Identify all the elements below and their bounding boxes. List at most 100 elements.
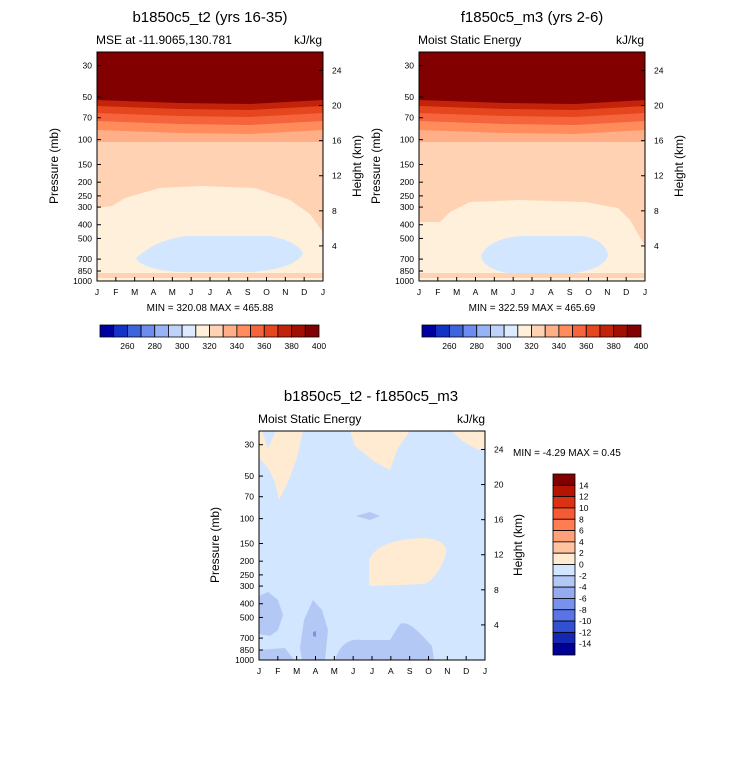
y-right-tick-label: 4 (494, 620, 499, 630)
contour-band-0-to-2-top (350, 431, 410, 470)
colorbar-label: 280 (148, 341, 162, 351)
x-tick-label: M (169, 287, 176, 297)
x-tick-label: M (293, 666, 300, 676)
x-tick-label: A (226, 287, 232, 297)
y-tick-label: 250 (400, 191, 414, 201)
x-tick-label: J (511, 287, 515, 297)
colorbar-label: -2 (579, 571, 587, 581)
contour-band-surface (97, 273, 323, 278)
colorbar-label: 380 (607, 341, 621, 351)
colorbar-label: 14 (579, 480, 589, 490)
y-tick-label: 500 (78, 233, 92, 243)
colorbar-label: 280 (470, 341, 484, 351)
chart-left-subtitle: Moist Static Energy (418, 33, 521, 47)
colorbar-swatch (552, 541, 576, 554)
colorbar-label: 260 (442, 341, 456, 351)
colorbar-swatch (99, 324, 115, 338)
panel-difference: b1850c5_t2 - f1850c5_m3 Moist Static Ene… (208, 388, 621, 676)
colorbar-swatch (126, 324, 142, 338)
y-tick-label: 400 (400, 220, 414, 230)
y-tick-label: 50 (83, 92, 93, 102)
chart-left-subtitle: Moist Static Energy (258, 412, 361, 426)
y-right-tick-label: 8 (654, 206, 659, 216)
y-axis-label: Pressure (mb) (369, 128, 383, 204)
y-right-tick-labels: 24 20 16 12 8 4 (319, 65, 342, 251)
colorbar-swatch (552, 507, 576, 520)
y-tick-label: 850 (78, 266, 92, 276)
colorbar-label: 380 (285, 341, 299, 351)
colorbar-swatch (552, 552, 576, 565)
colorbar-swatch (552, 484, 576, 498)
colorbar-swatch (181, 324, 197, 338)
colorbar-swatch (503, 324, 519, 338)
x-tick-label: J (321, 287, 325, 297)
colorbar-label: 360 (257, 341, 271, 351)
y-tick-label: 400 (78, 220, 92, 230)
y-right-tick-label: 16 (332, 136, 342, 146)
colorbar-label: 320 (202, 341, 216, 351)
colorbar-swatch (552, 575, 576, 588)
y-tick-label: 700 (400, 254, 414, 264)
colorbar (99, 324, 320, 338)
y-right-tick-label: 8 (494, 585, 499, 595)
y-tick-label: 70 (83, 113, 93, 123)
chart-title: b1850c5_t2 - f1850c5_m3 (284, 388, 458, 405)
x-tick-label: N (604, 287, 610, 297)
chart-right-subtitle: kJ/kg (616, 33, 644, 47)
x-tick-label: J (530, 287, 534, 297)
colorbar-swatch (421, 324, 437, 338)
colorbar-label: -4 (579, 582, 587, 592)
y-right-tick-label: 16 (654, 136, 664, 146)
y-tick-label: 100 (240, 514, 254, 524)
x-tick-label: J (417, 287, 421, 297)
colorbar-label: 12 (579, 492, 589, 502)
colorbar-label: 10 (579, 503, 589, 513)
chart-right-subtitle: kJ/kg (294, 33, 322, 47)
colorbar-swatch (140, 324, 156, 338)
x-tick-label: J (643, 287, 647, 297)
y-right-tick-label: 20 (654, 101, 664, 111)
y-right-tick-labels: 24 20 16 12 8 4 (481, 444, 504, 630)
contour-band-0-to-2-right (452, 431, 485, 450)
colorbar-swatch (599, 324, 615, 338)
x-tick-label: J (208, 287, 212, 297)
colorbar-swatch (552, 530, 576, 543)
contour-band-low-blob (136, 236, 303, 272)
y-tick-label: 150 (240, 539, 254, 549)
y-tick-label: 100 (78, 135, 92, 145)
y-right-tick-labels: 24 20 16 12 8 4 (641, 65, 664, 251)
colorbar-labels: 260 280 300 320 340 360 380 400 (442, 341, 648, 351)
y-axis-right-label: Height (km) (672, 135, 686, 197)
contour-band-minus2-to-minus4-a (259, 592, 283, 636)
x-tick-label: A (548, 287, 554, 297)
x-tick-label: J (370, 666, 374, 676)
colorbar-swatch (552, 598, 576, 611)
colorbar-swatch (154, 324, 169, 338)
y-tick-label: 850 (240, 645, 254, 655)
colorbar-swatch (304, 324, 320, 338)
colorbar-swatch (613, 324, 628, 338)
colorbar-swatch (552, 643, 576, 656)
colorbar-label: 6 (579, 526, 584, 536)
colorbar-swatch (448, 324, 464, 338)
contour-field (97, 52, 323, 281)
colorbar-swatch (490, 324, 505, 338)
colorbar-label: 8 (579, 514, 584, 524)
y-right-tick-label: 12 (654, 171, 664, 181)
min-max-label: MIN = 322.59 MAX = 465.69 (469, 303, 596, 314)
x-tick-label: S (245, 287, 251, 297)
contour-band-0-to-minus2 (259, 431, 485, 660)
colorbar-label: 0 (579, 560, 584, 570)
y-axis-right-label: Height (km) (511, 514, 525, 576)
colorbar-label: 300 (175, 341, 189, 351)
x-tick-label: A (313, 666, 319, 676)
y-right-tick-label: 24 (494, 444, 504, 454)
min-max-label: MIN = -4.29 MAX = 0.45 (513, 448, 621, 459)
colorbar-swatch (552, 496, 576, 509)
contour-band-minus2-to-minus4-b (300, 600, 328, 660)
colorbar-swatch (552, 631, 576, 645)
colorbar-swatch (552, 620, 576, 633)
